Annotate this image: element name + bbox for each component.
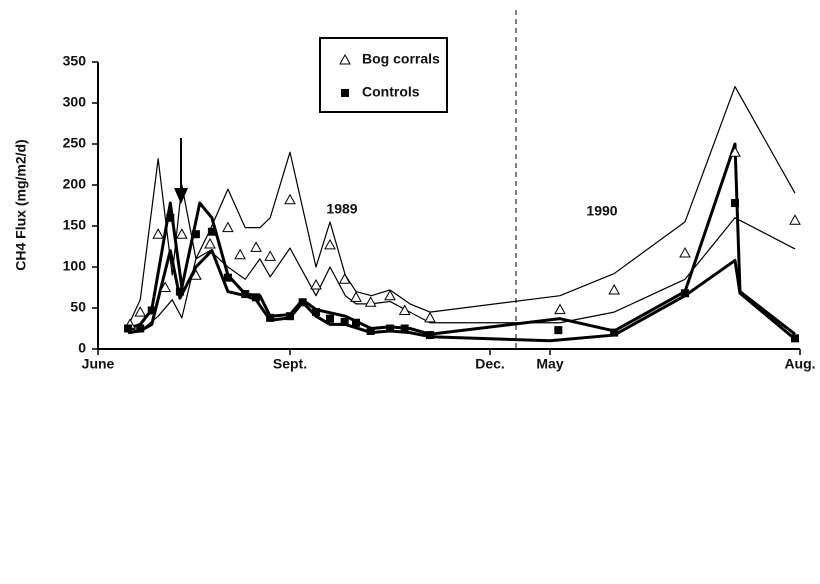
annotation: 1989 xyxy=(326,201,357,217)
data-point xyxy=(310,279,322,290)
data-point xyxy=(384,289,396,301)
data-point xyxy=(252,293,261,302)
data-point xyxy=(366,326,375,335)
y-tick-label: 50 xyxy=(70,299,86,315)
data-point xyxy=(554,326,563,335)
data-point xyxy=(608,283,621,295)
data-point xyxy=(326,314,334,323)
x-tick-label: May xyxy=(536,356,563,372)
data-point xyxy=(731,199,739,208)
data-point xyxy=(352,318,360,327)
y-tick-label: 200 xyxy=(63,176,87,192)
data-point xyxy=(610,328,619,337)
data-point xyxy=(223,273,232,282)
data-point xyxy=(298,298,307,307)
data-point xyxy=(166,213,175,222)
data-point xyxy=(350,291,362,302)
data-point xyxy=(340,317,349,326)
data-point xyxy=(554,303,566,315)
data-point xyxy=(264,250,277,261)
y-tick-label: 100 xyxy=(63,258,87,274)
data-point xyxy=(364,296,377,307)
series-line xyxy=(127,217,796,332)
y-axis-label: CH4 Flux (mg/m2/d) xyxy=(13,139,29,270)
data-point xyxy=(191,230,200,239)
data-point xyxy=(400,324,409,333)
data-point xyxy=(159,281,172,292)
data-point xyxy=(234,248,246,260)
data-point xyxy=(175,228,188,239)
x-tick-label: Sept. xyxy=(273,356,307,372)
y-tick-label: 0 xyxy=(78,340,86,356)
data-point xyxy=(266,313,275,322)
data-point xyxy=(789,214,801,225)
x-tick-label: Dec. xyxy=(475,356,505,372)
data-point xyxy=(424,311,436,323)
data-point xyxy=(136,324,145,333)
data-point xyxy=(681,289,689,298)
data-point xyxy=(338,273,351,284)
y-tick-label: 150 xyxy=(63,217,87,233)
data-point xyxy=(284,193,296,205)
y-tick-label: 350 xyxy=(63,53,87,69)
data-point xyxy=(134,306,147,317)
series-line xyxy=(127,142,796,336)
legend-label: Controls xyxy=(362,84,420,100)
legend-marker xyxy=(341,89,349,97)
data-point xyxy=(222,221,234,233)
data-point xyxy=(791,334,799,343)
data-point xyxy=(324,238,336,250)
data-point xyxy=(729,146,741,157)
y-tick-label: 250 xyxy=(63,135,87,151)
legend-label: Bog corrals xyxy=(362,51,440,67)
y-tick-label: 300 xyxy=(63,94,87,110)
x-tick-label: June xyxy=(82,356,115,372)
data-point xyxy=(241,290,250,299)
data-point xyxy=(679,247,691,258)
data-point xyxy=(190,269,202,280)
data-point xyxy=(207,227,216,236)
data-point xyxy=(286,312,294,321)
data-point xyxy=(398,304,411,315)
x-tick-label: Aug. xyxy=(784,356,815,372)
data-point xyxy=(175,287,184,296)
data-point xyxy=(426,331,434,340)
series-line xyxy=(127,85,796,327)
annotation: 1990 xyxy=(586,203,617,219)
data-point xyxy=(250,241,262,252)
legend-box xyxy=(319,37,448,113)
legend-marker xyxy=(339,53,351,65)
data-point xyxy=(204,238,216,249)
data-point xyxy=(386,324,394,333)
data-point xyxy=(152,228,165,239)
data-point xyxy=(312,308,320,317)
data-point xyxy=(147,306,156,315)
data-point xyxy=(124,324,133,333)
